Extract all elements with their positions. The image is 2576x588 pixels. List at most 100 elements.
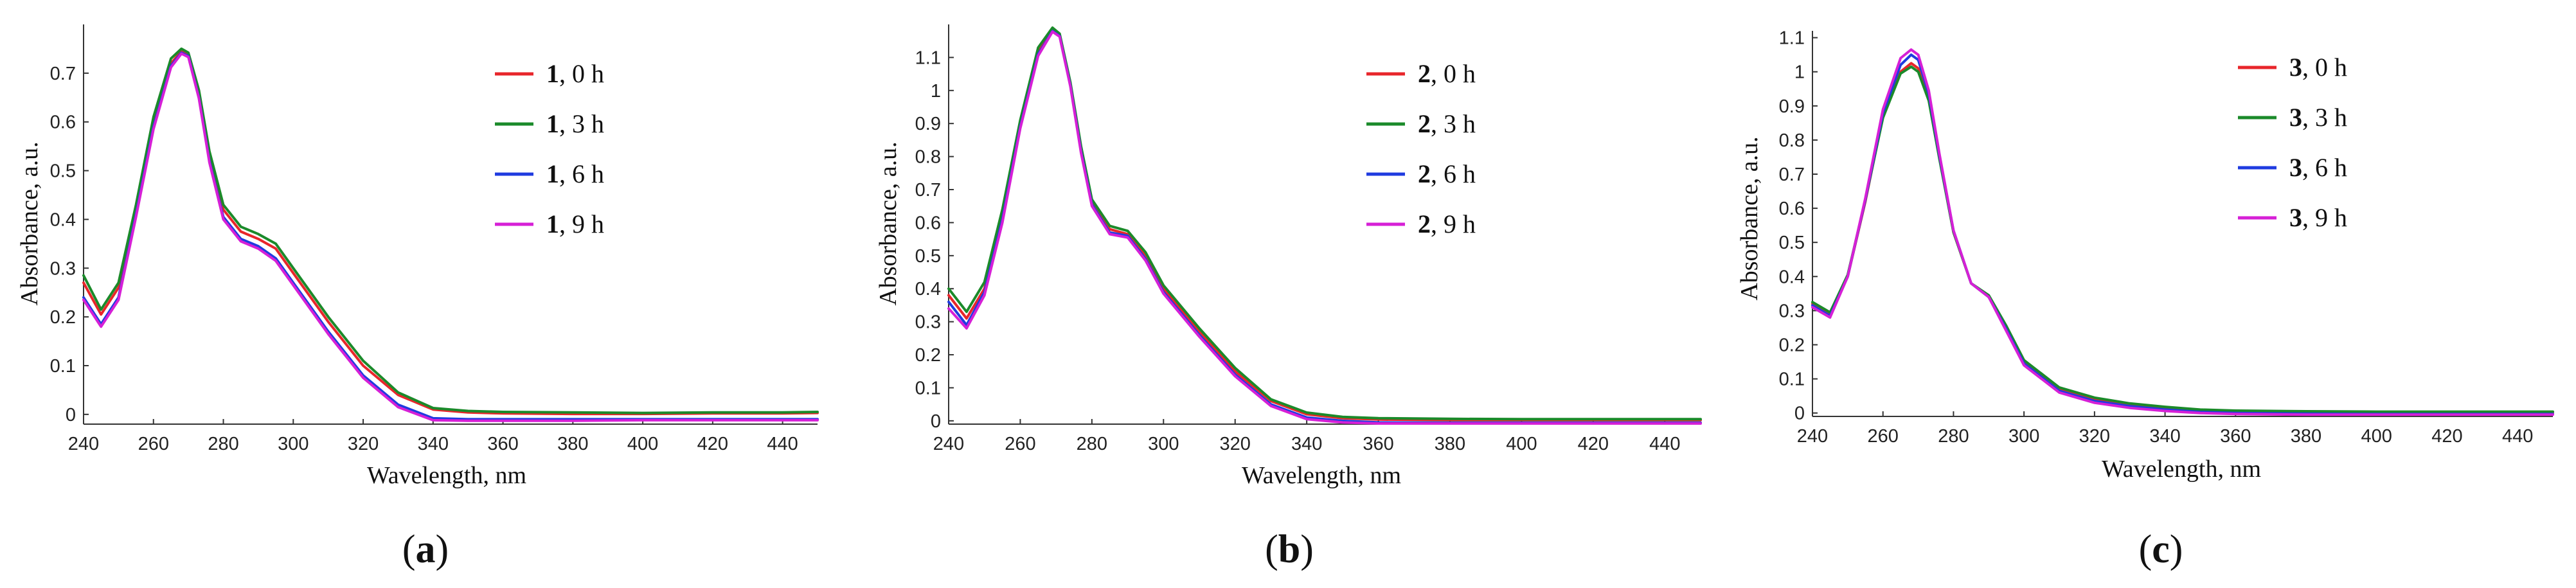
x-tick-label: 320 — [348, 434, 379, 454]
x-tick-label: 300 — [2008, 426, 2039, 447]
x-tick-label: 260 — [138, 434, 169, 454]
legend-time: , 3 h — [1431, 109, 1476, 138]
x-tick-label: 380 — [2291, 426, 2321, 447]
x-tick-label: 340 — [1291, 434, 1322, 454]
y-tick-label: 0.2 — [1779, 335, 1805, 355]
series-line-1-3 — [82, 52, 819, 422]
y-tick-label: 0.9 — [915, 114, 941, 134]
legend-entry: 3, 6 h — [2289, 153, 2347, 182]
series-line-2-0 — [947, 28, 1702, 422]
legend-entry: 3, 3 h — [2289, 103, 2347, 132]
x-tick-label: 360 — [1363, 434, 1393, 454]
legend-time: , 0 h — [559, 59, 604, 88]
x-tick-label: 440 — [767, 434, 798, 454]
chart-panel-c: 240 260 280 300 320 340 360 380 400 420 440 0 0.1 0.2… — [1736, 28, 2554, 571]
panel-label: (a) — [402, 528, 449, 571]
legend-time: , 6 h — [1431, 159, 1476, 188]
legend-time: , 3 h — [559, 109, 604, 138]
legend-entry: 2, 3 h — [1418, 109, 1476, 138]
y-tick-label: 0.7 — [1779, 165, 1805, 185]
x-tick-label: 300 — [1148, 434, 1179, 454]
legend-compound-number: 3 — [2289, 53, 2302, 82]
plot-area: 240 260 280 300 320 340 360 380 400 420 440 0 0.1 0.2… — [50, 24, 819, 454]
x-tick-label: 440 — [2502, 426, 2533, 447]
y-tick-label: 0.5 — [1779, 233, 1805, 253]
y-tick-label: 0.3 — [915, 312, 941, 333]
y-tick-label: 0.2 — [915, 345, 941, 366]
y-tick-label: 0.6 — [915, 213, 941, 233]
x-tick-label: 400 — [2361, 426, 2392, 447]
legend-entry: 2, 9 h — [1418, 209, 1476, 238]
legend-time: , 6 h — [2302, 153, 2347, 182]
legend-entry: 3, 9 h — [2289, 203, 2347, 232]
x-tick-label: 400 — [627, 434, 658, 454]
legend-time: , 0 h — [1431, 59, 1476, 88]
legend-compound-number: 2 — [1418, 209, 1431, 238]
x-tick-label: 260 — [1868, 426, 1899, 447]
y-tick-label: 0.2 — [50, 307, 76, 328]
series-line-2-1 — [947, 26, 1702, 421]
y-tick-label: 0.1 — [50, 356, 76, 377]
x-tick-label: 300 — [278, 434, 309, 454]
legend-entry: 1, 0 h — [546, 59, 604, 88]
y-tick-label: 0.8 — [915, 147, 941, 168]
legend-compound-number: 2 — [1418, 109, 1431, 138]
x-tick-label: 360 — [487, 434, 518, 454]
y-tick-label: 0.5 — [50, 161, 76, 182]
y-tick-label: 0.8 — [1779, 130, 1805, 151]
y-tick-label: 0.3 — [50, 258, 76, 279]
series-line-3-1 — [1811, 65, 2554, 413]
legend-compound-number: 1 — [546, 159, 559, 188]
y-tick-label: 0.7 — [50, 64, 76, 84]
y-tick-label: 1.1 — [915, 48, 941, 68]
x-tick-label: 240 — [933, 434, 964, 454]
plot-area: 240 260 280 300 320 340 360 380 400 420 440 0 0.1 0.2… — [1779, 28, 2554, 447]
legend-compound-number: 3 — [2289, 153, 2302, 182]
y-tick-label: 0 — [1794, 404, 1805, 424]
legend-compound-number: 2 — [1418, 159, 1431, 188]
x-tick-label: 340 — [2149, 426, 2180, 447]
legend-entry: 1, 3 h — [546, 109, 604, 138]
legend-compound-number: 3 — [2289, 203, 2302, 232]
y-tick-label: 0.1 — [915, 378, 941, 398]
legend-compound-number: 3 — [2289, 103, 2302, 132]
panel-label-letter: b — [1278, 528, 1300, 571]
y-tick-label: 0.5 — [915, 246, 941, 267]
legend-time: , 9 h — [559, 209, 604, 238]
y-tick-label: 0.1 — [1779, 370, 1805, 390]
y-tick-label: 0.9 — [1779, 96, 1805, 117]
legend-entry: 1, 9 h — [546, 209, 604, 238]
legend-entry: 1, 6 h — [546, 159, 604, 188]
x-tick-label: 280 — [208, 434, 238, 454]
legend-time: , 9 h — [1431, 209, 1476, 238]
chart-panel-a: 240 260 280 300 320 340 360 380 400 420 440 0 0.1 0.2… — [16, 24, 819, 571]
series-line-1-0 — [82, 49, 819, 416]
series-line-1-2 — [82, 51, 819, 421]
series-line-3-3 — [1811, 48, 2554, 416]
x-tick-label: 380 — [1435, 434, 1465, 454]
legend-time: , 9 h — [2302, 203, 2347, 232]
y-tick-label: 0.7 — [915, 180, 941, 200]
y-tick-label: 1 — [1794, 62, 1805, 83]
legend-entry: 2, 0 h — [1418, 59, 1476, 88]
legend-entry: 2, 6 h — [1418, 159, 1476, 188]
panel-label: (c) — [2139, 528, 2183, 571]
y-tick-label: 0 — [931, 411, 941, 432]
legend-entry: 3, 0 h — [2289, 53, 2347, 82]
x-tick-label: 280 — [1938, 426, 1969, 447]
legend-compound-number: 1 — [546, 209, 559, 238]
x-tick-label: 360 — [2220, 426, 2251, 447]
x-tick-label: 320 — [2079, 426, 2110, 447]
legend-compound-number: 1 — [546, 109, 559, 138]
legend-compound-number: 2 — [1418, 59, 1431, 88]
y-tick-label: 1.1 — [1779, 28, 1805, 49]
y-tick-label: 0.4 — [1779, 267, 1805, 287]
x-tick-label: 420 — [2431, 426, 2462, 447]
x-axis-title: Wavelength, nm — [2102, 456, 2261, 483]
legend-time: , 6 h — [559, 159, 604, 188]
y-tick-label: 0.6 — [1779, 199, 1805, 219]
x-tick-label: 420 — [1578, 434, 1609, 454]
y-tick-label: 0 — [66, 405, 76, 425]
x-tick-label: 420 — [697, 434, 728, 454]
panel-label-letter: a — [416, 528, 436, 571]
